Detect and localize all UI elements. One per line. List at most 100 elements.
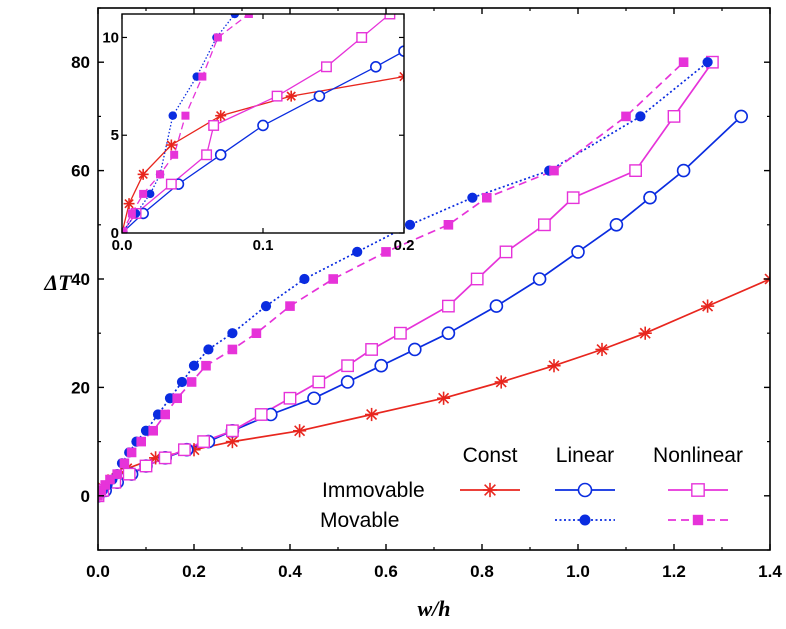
data-point-immovable-linear: [571, 245, 585, 259]
x-axis-label: w/h: [417, 596, 450, 621]
inset-data-point-movable-linear: [168, 111, 178, 120]
x-tick-label: 0.0: [86, 562, 110, 581]
data-point-immovable-const: [494, 375, 508, 389]
inset-y-tick-label: 5: [111, 127, 119, 144]
y-tick-label: 20: [71, 378, 90, 397]
data-point-immovable-nonlinear: [122, 467, 136, 481]
data-point-movable-nonlinear: [112, 469, 122, 479]
data-point-immovable-linear: [407, 342, 422, 357]
inset-data-point-movable-nonlinear: [181, 111, 190, 120]
data-point-movable-nonlinear: [98, 485, 107, 496]
x-tick-label: 1.2: [662, 562, 686, 581]
data-point-movable-nonlinear: [148, 425, 158, 436]
data-point-immovable-nonlinear: [283, 391, 297, 405]
data-point-movable-nonlinear: [251, 328, 262, 338]
inset-data-point-immovable-const: [215, 110, 227, 122]
data-point-immovable-linear: [340, 375, 355, 389]
inset-data-point-immovable-const: [285, 90, 297, 102]
data-point-immovable-const: [701, 299, 715, 313]
data-point-movable-nonlinear: [160, 409, 170, 420]
x-tick-label: 1.4: [758, 562, 782, 581]
data-point-immovable-linear: [643, 190, 657, 205]
data-point-movable-linear: [176, 376, 188, 388]
data-point-immovable-nonlinear: [254, 408, 268, 421]
inset-data-point-movable-nonlinear: [198, 72, 207, 81]
inset-data-point-immovable-nonlinear: [165, 178, 177, 190]
data-point-immovable-nonlinear: [312, 375, 326, 389]
data-point-movable-linear: [635, 111, 646, 122]
data-point-movable-nonlinear: [172, 393, 182, 404]
data-point-immovable-linear: [734, 109, 749, 124]
inset-data-point-immovable-nonlinear: [321, 61, 332, 73]
legend-swatch-marker-immovable-linear: [577, 482, 593, 498]
x-tick-label: 0.2: [182, 562, 206, 581]
inset-x-tick-label: 0.0: [112, 237, 133, 254]
data-point-immovable-linear: [489, 299, 504, 313]
inset-data-point-movable-nonlinear: [127, 209, 136, 218]
data-point-movable-nonlinear: [443, 220, 454, 230]
inset-data-point-immovable-const: [123, 198, 135, 210]
inset-data-point-movable-linear: [230, 14, 240, 19]
inset-y-tick-label: 0: [111, 225, 119, 242]
data-point-immovable-nonlinear: [177, 443, 191, 457]
data-point-immovable-linear: [609, 218, 624, 232]
inset-data-point-immovable-const: [398, 71, 404, 83]
y-tick-label: 80: [71, 53, 90, 72]
data-point-immovable-nonlinear: [158, 451, 172, 465]
inset-data-point-immovable-nonlinear: [356, 32, 368, 43]
data-point-movable-nonlinear: [621, 111, 631, 122]
data-point-immovable-nonlinear: [470, 272, 484, 286]
x-tick-label: 0.4: [278, 562, 302, 581]
data-point-movable-nonlinear: [186, 377, 197, 387]
legend-row-movable: Movable: [320, 509, 399, 532]
x-tick-label: 1.0: [566, 562, 590, 581]
data-point-immovable-nonlinear: [225, 424, 239, 438]
legend-header-nonlinear: Nonlinear: [653, 444, 743, 467]
legend-header-linear: Linear: [556, 444, 614, 467]
inset-plot: 0.0 0.1 0.2 0 5 10: [102, 13, 414, 254]
inset-data-point-movable-linear: [145, 189, 155, 199]
inset-x-tick-label: 0.1: [253, 237, 274, 254]
data-point-immovable-const: [437, 391, 451, 405]
inset-data-point-movable-nonlinear: [170, 150, 179, 159]
data-point-immovable-linear: [532, 272, 547, 286]
inset-data-point-immovable-linear: [257, 119, 269, 132]
inset-data-point-immovable-nonlinear: [208, 120, 220, 131]
data-point-immovable-nonlinear: [667, 109, 681, 123]
data-point-immovable-nonlinear: [341, 359, 354, 373]
data-point-immovable-const: [638, 326, 652, 340]
inset-data-point-immovable-linear: [313, 90, 326, 102]
data-point-immovable-nonlinear: [197, 435, 210, 448]
data-point-immovable-nonlinear: [499, 245, 513, 259]
data-point-movable-linear: [299, 273, 310, 285]
legend-swatch-marker-immovable-nonlinear: [691, 483, 705, 497]
x-tick-label: 0.8: [470, 562, 494, 581]
inset-data-point-immovable-linear: [214, 148, 227, 161]
x-tick-label: 0.6: [374, 562, 398, 581]
data-point-movable-nonlinear: [227, 344, 238, 355]
data-point-immovable-linear: [374, 358, 389, 373]
inset-data-point-immovable-linear: [398, 45, 404, 57]
data-point-movable-nonlinear: [549, 165, 559, 176]
data-point-immovable-nonlinear: [365, 343, 378, 356]
inset-data-point-immovable-nonlinear: [271, 90, 283, 102]
data-point-immovable-nonlinear: [538, 218, 551, 232]
inset-data-point-immovable-linear: [369, 60, 382, 73]
legend-row-immovable: Immovable: [322, 479, 425, 502]
y-axis-label: ΔT: [43, 270, 73, 295]
inset-data-point-movable-nonlinear: [139, 189, 148, 198]
data-point-movable-nonlinear: [126, 447, 137, 458]
data-point-movable-nonlinear: [105, 474, 115, 485]
data-point-immovable-const: [293, 424, 307, 438]
inset-data-point-movable-nonlinear: [213, 33, 222, 42]
data-point-immovable-linear: [441, 326, 456, 341]
data-point-movable-nonlinear: [678, 57, 689, 67]
data-point-immovable-nonlinear: [394, 326, 407, 340]
data-point-movable-nonlinear: [328, 274, 338, 284]
inset-data-point-immovable-nonlinear: [201, 149, 213, 161]
inset-data-point-immovable-const: [137, 168, 149, 180]
data-point-movable-linear: [188, 360, 200, 371]
data-point-movable-nonlinear: [285, 301, 295, 311]
inset-data-point-movable-nonlinear: [156, 170, 165, 179]
data-point-movable-linear: [227, 328, 238, 339]
